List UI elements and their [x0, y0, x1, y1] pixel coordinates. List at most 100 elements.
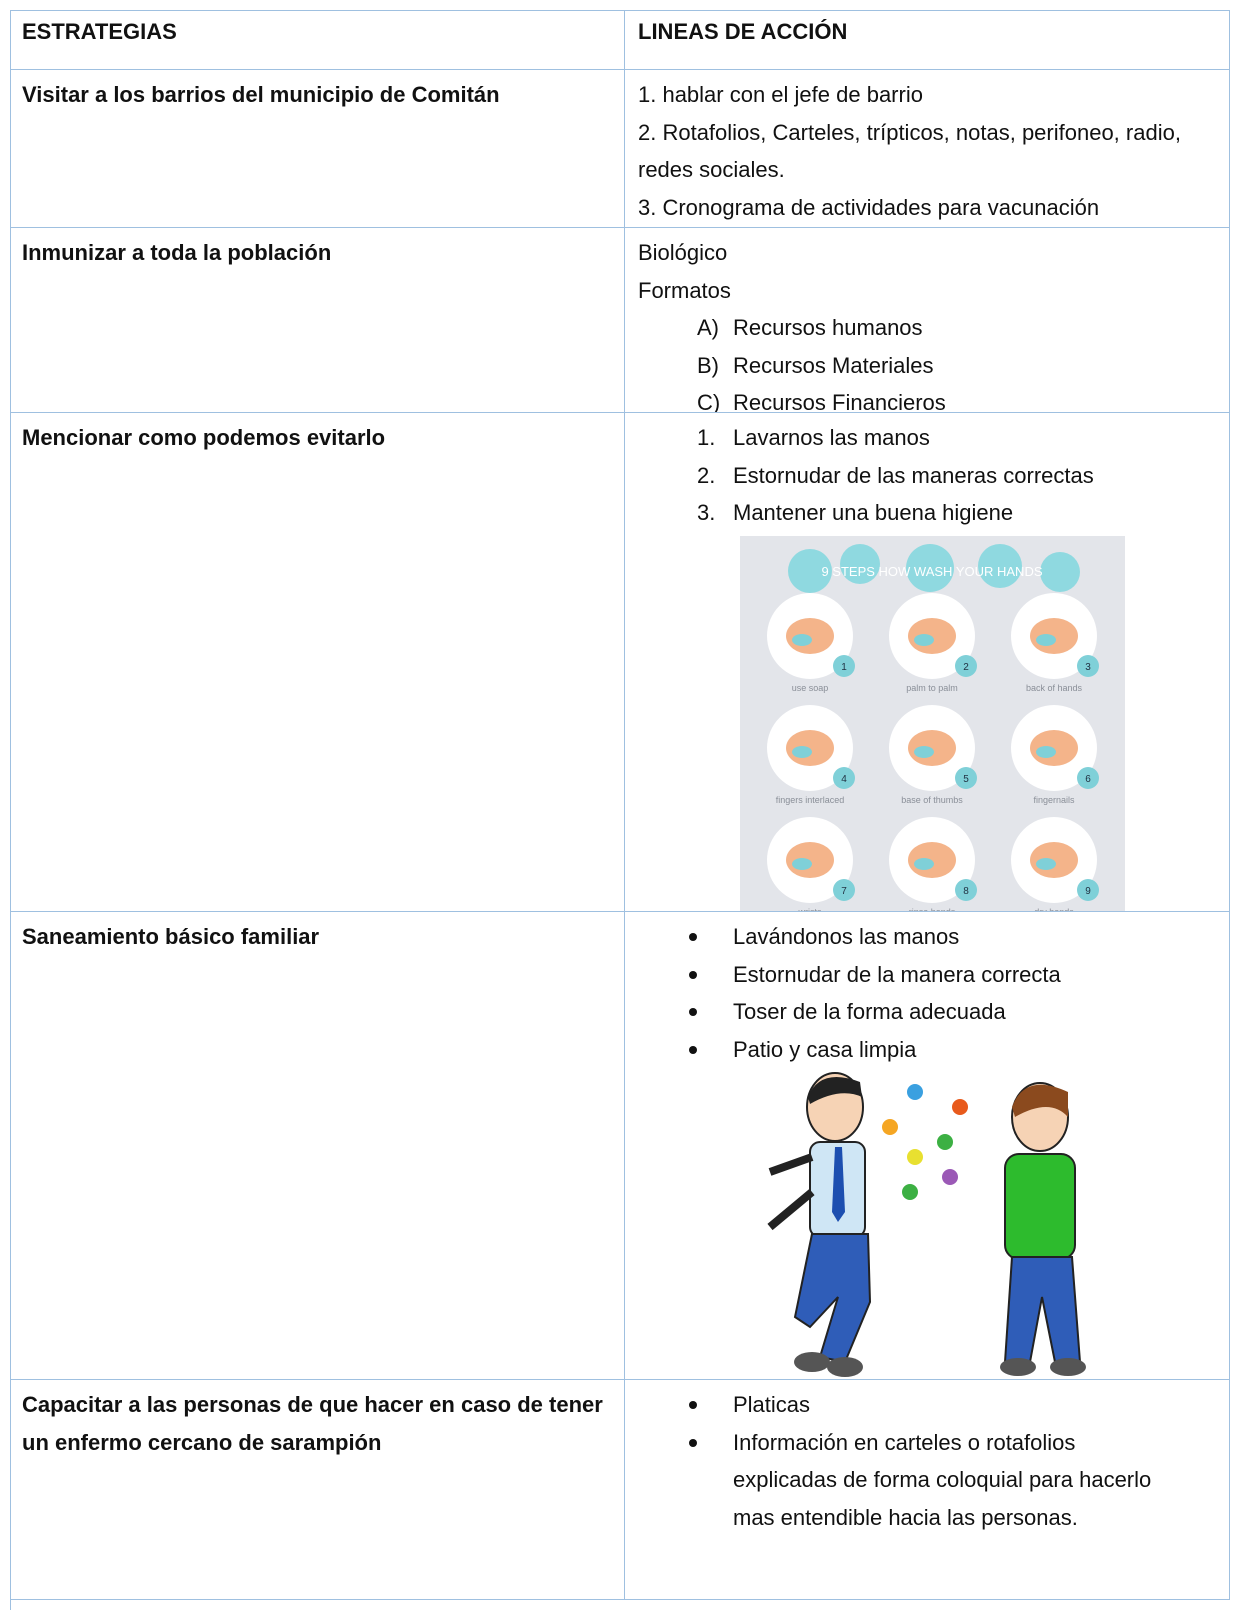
germ [907, 1149, 923, 1165]
bullet [689, 1401, 697, 1409]
action-item: 3. Cronograma de actividades para vacuna… [638, 189, 1229, 227]
action-text: 1. hablar con el jefe de barrio [638, 82, 923, 107]
hand [908, 617, 956, 654]
header-cell: ESTRATEGIAS [10, 10, 625, 70]
actions-cell: Biológico Formatos A) Recursos humanos B) Rec… [625, 228, 1230, 413]
step-number: 8 [963, 886, 969, 897]
action-text: Biológico [638, 240, 728, 265]
foam [792, 857, 812, 870]
poster-title: 9 STEPS HOW WASH YOUR HANDS [821, 564, 1042, 579]
hand [908, 841, 956, 878]
action-item: A) Recursos humanos [638, 309, 1229, 347]
action-text: Lavarnos las manos [733, 425, 930, 450]
step-caption: wrists [798, 907, 822, 913]
action-item: Toser de la forma adecuada [638, 993, 1163, 1031]
strategy-text: Visitar a los barrios del municipio de C… [22, 82, 500, 107]
shoe [794, 1352, 830, 1372]
action-item: Estornudar de la manera correcta [638, 956, 1163, 994]
tie [832, 1147, 845, 1222]
shoe [1050, 1358, 1086, 1376]
strategy-cell: Mencionar como podemos evitarlo [10, 413, 625, 912]
action-item: C) Recursos Financieros [638, 384, 1229, 413]
list-marker: A) [697, 315, 719, 340]
hand [786, 729, 834, 766]
header-cell: LINEAS DE ACCIÓN [625, 10, 1230, 70]
header-text: LINEAS DE ACCIÓN [638, 19, 848, 44]
step-number: 9 [1085, 886, 1091, 897]
hair [808, 1077, 862, 1104]
step-number: 7 [841, 886, 847, 897]
step-badge [955, 878, 977, 901]
bubble [906, 543, 954, 592]
action-text: Platicas [733, 1392, 811, 1417]
germ [937, 1134, 953, 1150]
bubble [1040, 551, 1080, 592]
action-text: 3. Cronograma de actividades para vacuna… [638, 194, 1100, 220]
strategy-text: Inmunizar a toda la población [22, 240, 332, 265]
germ [907, 1084, 923, 1100]
step-badge [955, 654, 977, 677]
action-text: Estornudar de la manera correcta [733, 961, 1061, 987]
step-badge [1077, 878, 1099, 901]
strategy-text: Mencionar como podemos evitarlo [22, 425, 386, 450]
foam [914, 633, 934, 646]
bubble [840, 543, 880, 584]
step-badge [833, 766, 855, 789]
action-text: Lavándonos las manos [733, 924, 960, 949]
germ [952, 1099, 968, 1115]
list-marker: 1. [697, 425, 716, 450]
actions-cell: Platicas Información en carteles o rotafo… [625, 1380, 1230, 1600]
action-item: 1. Lavarnos las manos [638, 419, 1229, 457]
action-text: Formatos [638, 277, 731, 303]
bubble [788, 548, 832, 593]
action-text: Mantener una buena higiene [733, 500, 1014, 525]
step-number: 5 [963, 774, 969, 785]
step-number: 6 [1085, 774, 1091, 785]
action-text: Toser de la forma adecuada [733, 999, 1006, 1024]
header-text: ESTRATEGIAS [22, 19, 177, 44]
table [10, 10, 1230, 1610]
step-number: 4 [841, 774, 847, 785]
cough-illustration [767, 1072, 1086, 1377]
strategy-cell: Saneamiento básico familiar [10, 912, 625, 1380]
strategy-cell: Capacitar a las personas de que hacer en… [10, 1380, 625, 1600]
action-item: Información en carteles o rotafolios exp… [638, 1424, 1163, 1537]
hand [1030, 729, 1078, 766]
step-caption: fingernails [1033, 795, 1075, 805]
action-item: B) Recursos Materiales [638, 347, 1229, 385]
hand [786, 841, 834, 878]
step-number: 2 [963, 662, 969, 673]
step-badge [955, 766, 977, 789]
actions-cell: 1. Lavarnos las manos 2. Estornudar de las … [625, 413, 1230, 912]
arm [767, 1153, 815, 1231]
action-text: Recursos Materiales [733, 352, 934, 378]
list-marker: C) [697, 390, 721, 413]
shoe [827, 1357, 863, 1377]
action-item: Lavándonos las manos [638, 918, 1163, 956]
bullet [689, 1045, 697, 1054]
foam [1036, 857, 1056, 870]
actions-cell: 1. hablar con el jefe de barrio 2. Rotafo… [625, 70, 1230, 228]
hand [786, 617, 834, 654]
bullet [689, 970, 697, 979]
bullet [689, 1438, 697, 1447]
step-badge [1077, 654, 1099, 677]
step-caption: palm to palm [906, 683, 958, 693]
action-text: Recursos humanos [733, 315, 923, 340]
action-text: Información en carteles o rotafolios exp… [733, 1429, 1152, 1530]
pants [793, 1233, 872, 1364]
step-badge [833, 878, 855, 901]
foam [792, 745, 812, 758]
strategy-text: Saneamiento básico familiar [22, 924, 320, 949]
strategy-text: Capacitar a las personas de que hacer en… [22, 1392, 603, 1455]
hand [1030, 617, 1078, 654]
list-marker: 2. [697, 462, 716, 488]
step-caption: fingers interlaced [776, 795, 845, 805]
action-item: 2. Estornudar de las maneras correctas [638, 457, 1229, 495]
action-item: 3. Mantener una buena higiene [638, 494, 1229, 532]
handwash-poster: 9 STEPS HOW WASH YOUR HANDS 1 use soap 2 pal… [740, 535, 1125, 913]
bullet [689, 1008, 697, 1016]
bullet [689, 933, 697, 941]
step-caption: back of hands [1026, 683, 1083, 693]
